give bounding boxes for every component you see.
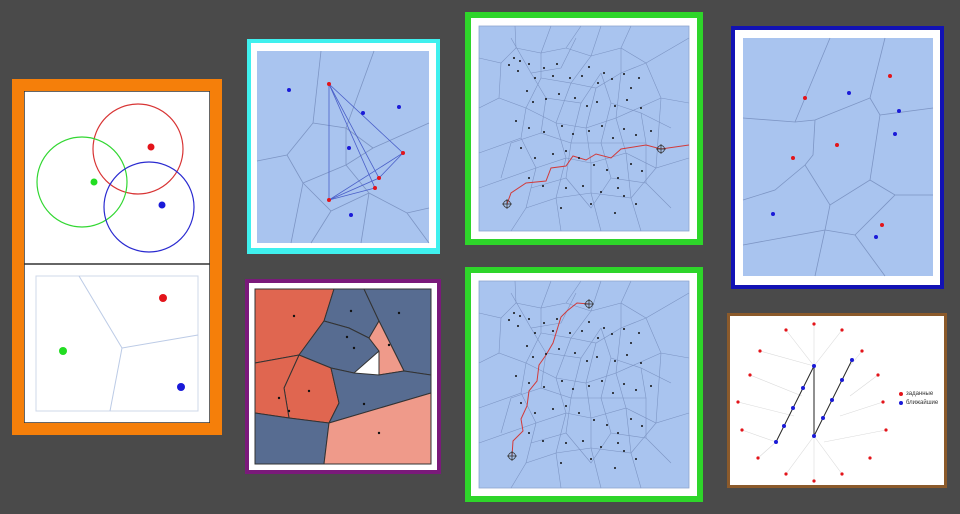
legend-item-nearest: ближайшие	[899, 400, 938, 406]
circles-diagram	[24, 91, 210, 423]
cells	[255, 289, 431, 464]
red-point	[148, 144, 155, 151]
panel-triangle-voronoi	[247, 39, 440, 254]
panel-path-voronoi-bottom	[465, 267, 703, 502]
blue-site	[177, 383, 185, 391]
legend-item-given: заданные	[899, 391, 938, 397]
panel-given-nearest: заданные ближайшие	[727, 313, 947, 488]
panel-path-voronoi-top	[465, 12, 703, 245]
blue-point	[159, 202, 166, 209]
panel-two-color-voronoi	[731, 26, 944, 289]
two-color-voronoi-diagram	[735, 30, 940, 285]
triangle-voronoi-diagram	[251, 43, 436, 248]
legend-dot-blue	[899, 401, 903, 405]
legend-label-nearest: ближайшие	[906, 400, 938, 406]
path-voronoi-top-diagram	[471, 18, 697, 239]
legend-dot-red	[899, 392, 903, 396]
path-voronoi-bottom-diagram	[471, 273, 697, 496]
panel-three-point-circles	[12, 79, 222, 435]
green-site	[59, 347, 67, 355]
colored-cells-diagram	[249, 283, 437, 470]
legend: заданные ближайшие	[899, 391, 938, 409]
legend-label-given: заданные	[906, 391, 933, 397]
green-point	[91, 179, 98, 186]
panel-colored-cells	[245, 279, 441, 474]
red-site	[159, 294, 167, 302]
